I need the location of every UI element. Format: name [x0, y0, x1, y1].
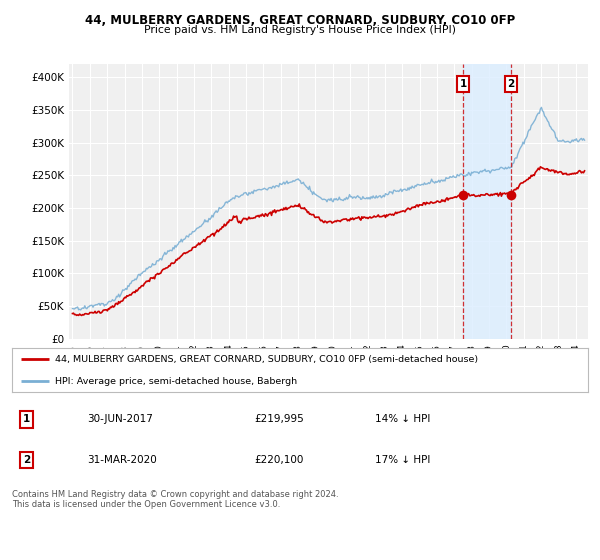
Bar [463, 64, 511, 339]
Text: 2: 2 [507, 79, 514, 89]
Text: 44, MULBERRY GARDENS, GREAT CORNARD, SUDBURY, CO10 0FP (semi-detached house): 44, MULBERRY GARDENS, GREAT CORNARD, SUD… [55, 354, 478, 364]
Text: Price paid vs. HM Land Registry's House Price Index (HPI): Price paid vs. HM Land Registry's House … [144, 25, 456, 35]
Text: HPI: Average price, semi-detached house, Babergh: HPI: Average price, semi-detached house,… [55, 376, 298, 386]
Text: £220,100: £220,100 [254, 455, 303, 465]
Text: 17% ↓ HPI: 17% ↓ HPI [375, 455, 430, 465]
Text: 30-JUN-2017: 30-JUN-2017 [87, 414, 153, 424]
Text: £219,995: £219,995 [254, 414, 304, 424]
Text: 2: 2 [23, 455, 30, 465]
Text: 31-MAR-2020: 31-MAR-2020 [87, 455, 157, 465]
Text: Contains HM Land Registry data © Crown copyright and database right 2024.
This d: Contains HM Land Registry data © Crown c… [12, 490, 338, 510]
Text: 14% ↓ HPI: 14% ↓ HPI [375, 414, 430, 424]
Text: 44, MULBERRY GARDENS, GREAT CORNARD, SUDBURY, CO10 0FP: 44, MULBERRY GARDENS, GREAT CORNARD, SUD… [85, 14, 515, 27]
Text: 1: 1 [23, 414, 30, 424]
Text: 1: 1 [460, 79, 467, 89]
